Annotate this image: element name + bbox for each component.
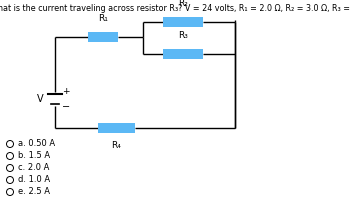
Text: V: V [37, 94, 43, 104]
Text: R₄: R₄ [112, 141, 121, 150]
Text: +: + [62, 86, 70, 95]
Text: −: − [62, 102, 70, 112]
FancyBboxPatch shape [163, 49, 203, 59]
FancyBboxPatch shape [163, 17, 203, 27]
Text: a. 0.50 A: a. 0.50 A [18, 139, 55, 148]
Text: e. 2.5 A: e. 2.5 A [18, 187, 50, 197]
Text: In the circuit below, what is the current traveling across resistor R₃? V = 24 v: In the circuit below, what is the curren… [0, 4, 350, 13]
Text: b. 1.5 A: b. 1.5 A [18, 152, 50, 160]
FancyBboxPatch shape [98, 123, 135, 133]
Text: R₃: R₃ [178, 31, 188, 40]
FancyBboxPatch shape [88, 32, 118, 42]
Text: R₂: R₂ [178, 0, 188, 8]
Text: d. 1.0 A: d. 1.0 A [18, 176, 50, 184]
Text: c. 2.0 A: c. 2.0 A [18, 163, 49, 173]
Text: R₁: R₁ [98, 14, 108, 23]
